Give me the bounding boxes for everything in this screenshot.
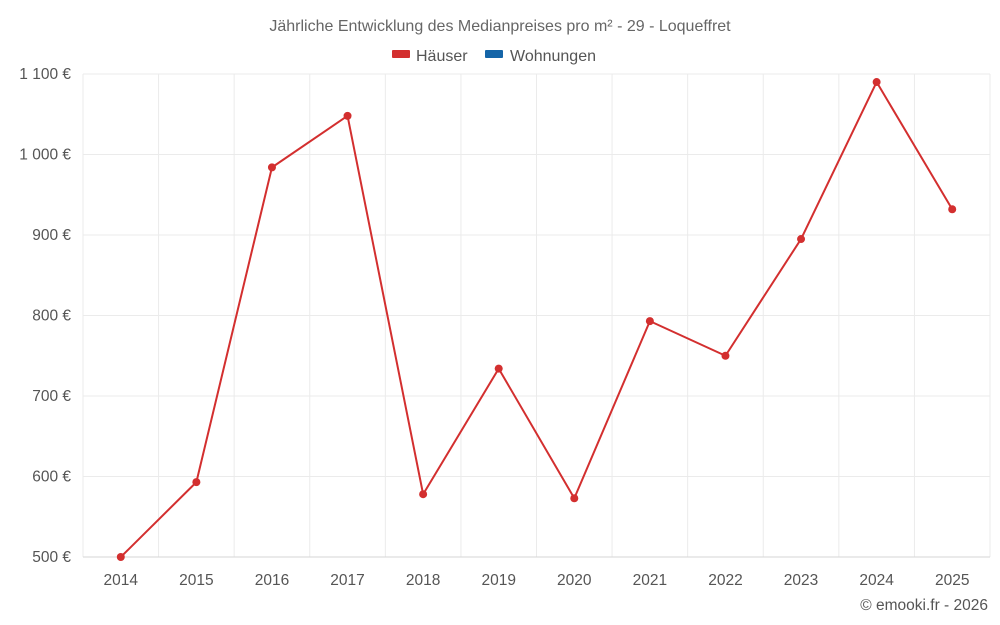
x-tick-label: 2024 — [859, 572, 894, 589]
legend-item-haeuser[interactable]: Häuser — [392, 48, 468, 65]
data-point[interactable] — [721, 351, 730, 360]
legend-label-haeuser: Häuser — [416, 48, 468, 65]
data-point[interactable] — [797, 235, 806, 244]
x-tick-label: 2022 — [708, 572, 742, 589]
legend-label-wohnungen: Wohnungen — [510, 48, 596, 65]
y-tick-label: 500 € — [32, 549, 71, 566]
data-point[interactable] — [948, 205, 957, 214]
legend-swatch-wohnungen — [485, 50, 503, 58]
x-tick-label: 2015 — [179, 572, 213, 589]
y-tick-label: 700 € — [32, 388, 71, 405]
data-point[interactable] — [645, 317, 654, 326]
x-tick-label: 2014 — [104, 572, 139, 589]
y-tick-label: 1 000 € — [19, 147, 71, 164]
data-point[interactable] — [267, 163, 276, 172]
y-tick-label: 1 100 € — [19, 66, 71, 83]
grid — [82, 73, 991, 558]
x-tick-label: 2019 — [481, 572, 515, 589]
y-tick-label: 800 € — [32, 308, 71, 325]
chart-title: Jährliche Entwicklung des Medianpreises … — [269, 18, 731, 35]
series-line-0 — [120, 81, 954, 558]
series-haeuser — [116, 78, 957, 561]
x-tick-label: 2025 — [935, 572, 969, 589]
y-tick-label: 600 € — [32, 469, 71, 486]
x-axis: 2014 2015 2016 2017 2018 2019 2020 2021 2022 2023… — [83, 556, 990, 589]
legend: Häuser Wohnungen — [392, 48, 596, 65]
legend-swatch-haeuser — [392, 50, 410, 58]
y-axis: 500 € 600 € 700 € 800 € 900 € 1 000 € 1 100 € — [19, 66, 71, 566]
x-tick-label: 2021 — [633, 572, 667, 589]
x-tick-label: 2018 — [406, 572, 440, 589]
x-tick-label: 2016 — [255, 572, 289, 589]
data-point[interactable] — [192, 478, 201, 487]
data-point[interactable] — [872, 78, 881, 87]
x-tick-label: 2023 — [784, 572, 818, 589]
data-point[interactable] — [494, 364, 503, 373]
data-point[interactable] — [419, 490, 428, 499]
x-tick-label: 2020 — [557, 572, 592, 589]
data-point[interactable] — [570, 494, 579, 503]
legend-item-wohnungen[interactable]: Wohnungen — [485, 48, 596, 65]
y-tick-label: 900 € — [32, 227, 71, 244]
data-point[interactable] — [116, 553, 125, 561]
data-point[interactable] — [343, 111, 352, 120]
credit-text: © emooki.fr - 2026 — [860, 597, 988, 614]
x-tick-label: 2017 — [330, 572, 364, 589]
